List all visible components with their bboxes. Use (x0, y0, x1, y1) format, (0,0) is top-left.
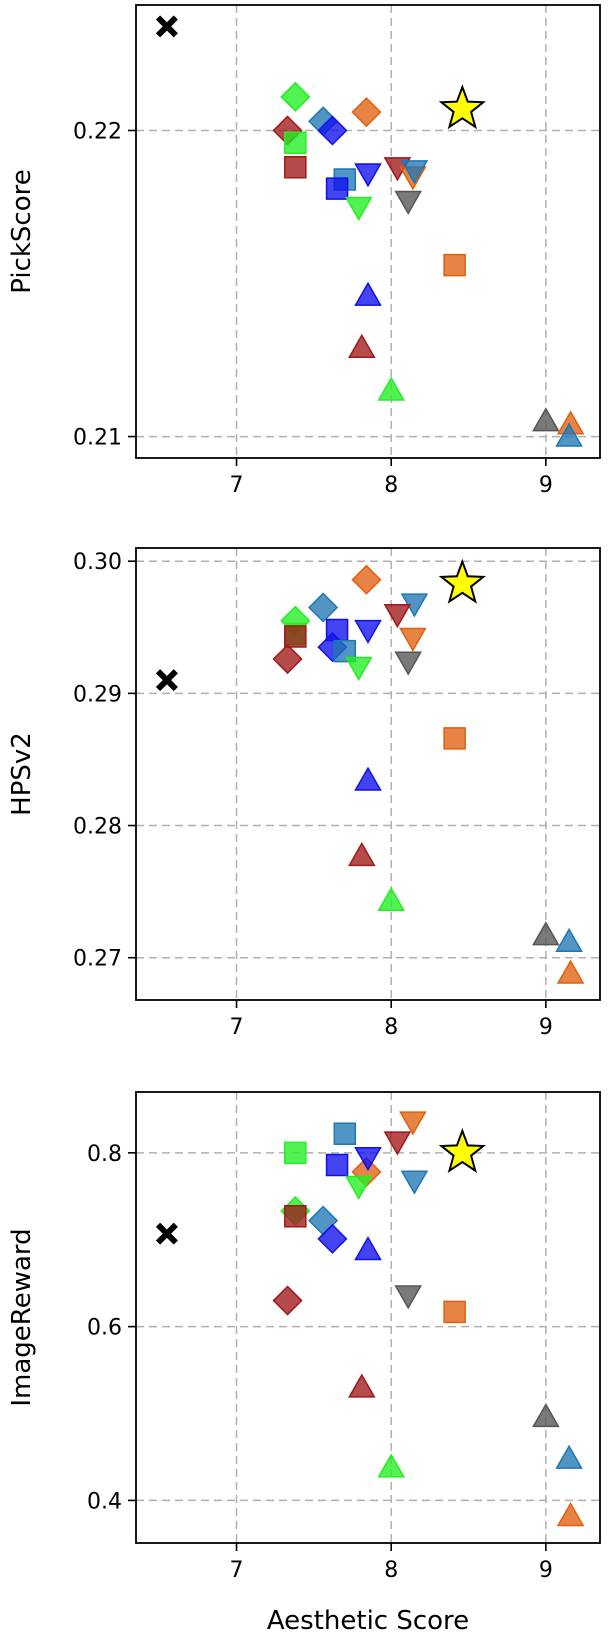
point-square-red (284, 155, 307, 179)
point-star-yellow (438, 558, 486, 604)
point-square-orange (443, 727, 466, 750)
point-diamond-steelblue (308, 592, 339, 623)
y-tick-label: 0.28 (73, 815, 122, 840)
point-triangle-up-blue (354, 281, 382, 306)
point-triangle-up-orange (556, 1502, 585, 1527)
point-triangle-up-red (348, 841, 376, 867)
point-triangle-down-orange (399, 1111, 427, 1136)
point-square-steelblue (333, 1122, 357, 1145)
point-square-blue (325, 1153, 349, 1177)
x-tick-label: 7 (230, 1558, 244, 1583)
x-tick-label: 9 (539, 1558, 553, 1583)
x-tick-label: 7 (230, 473, 244, 498)
point-square-orange (443, 1300, 466, 1324)
point-triangle-down-gray (394, 190, 423, 215)
y-axis-label: HPSv2 (7, 732, 37, 816)
point-triangle-down-orange (399, 627, 427, 652)
panel-2: 7 8 9 0.27 0.28 0.29 0.30 HPSv2 (7, 547, 601, 1040)
x-tick-label: 8 (384, 1558, 398, 1583)
x-tick-label: 7 (230, 1015, 244, 1040)
point-diamond-orange (351, 97, 382, 128)
point-triangle-up-gray (532, 407, 560, 432)
point-triangle-up-blue (354, 1236, 382, 1261)
y-axis-label: ImageReward (7, 1228, 37, 1406)
panel-3: 7 8 9 0.4 0.6 0.8 ImageReward Aesthetic Score (7, 1091, 601, 1636)
point-diamond-orange (351, 564, 382, 595)
point-triangle-up-red (348, 1373, 376, 1398)
point-triangle-up-green (377, 1453, 405, 1478)
point-diamond-blue (317, 1223, 348, 1254)
point-diamond-green (280, 81, 311, 112)
point-triangle-up-gray (532, 1402, 560, 1428)
y-tick-label: 0.4 (87, 1489, 122, 1514)
panel-1: 7 8 9 0.21 0.22 PickScore (7, 4, 601, 498)
point-triangle-up-steelblue (555, 927, 583, 952)
plot-frame (135, 4, 601, 459)
point-triangle-down-blue (354, 163, 382, 188)
point-square-orange (443, 253, 466, 277)
point-square-green (284, 1141, 307, 1165)
point-triangle-down-steelblue (400, 160, 429, 185)
x-tick-label: 9 (539, 473, 553, 498)
point-triangle-down-green (344, 196, 373, 222)
point-x-black (155, 1222, 178, 1245)
point-x-black (155, 15, 178, 38)
point-triangle-down-green (344, 656, 373, 681)
point-triangle-up-orange (556, 959, 585, 984)
point-triangle-up-blue (354, 766, 382, 791)
point-triangle-down-gray (394, 1285, 423, 1310)
plot-frame (135, 547, 601, 1001)
point-triangle-up-green (377, 886, 405, 911)
point-triangle-down-green (344, 1175, 373, 1200)
y-tick-label: 0.29 (73, 682, 122, 707)
point-triangle-down-blue (354, 1147, 382, 1172)
point-triangle-up-red (348, 333, 376, 358)
y-tick-label: 0.22 (73, 119, 122, 144)
point-triangle-down-blue (354, 619, 382, 644)
plot-frame (135, 1091, 601, 1544)
point-star-yellow (438, 84, 486, 130)
point-triangle-down-steelblue (400, 1170, 429, 1195)
y-tick-label: 0.8 (87, 1142, 122, 1167)
point-square-blue (325, 618, 349, 642)
x-tick-label: 8 (384, 1015, 398, 1040)
y-tick-label: 0.21 (73, 426, 122, 451)
point-triangle-up-steelblue (555, 1444, 583, 1469)
point-diamond-red (272, 1285, 303, 1316)
point-square-blue (325, 177, 349, 200)
y-axis-label: PickScore (7, 169, 37, 294)
point-triangle-up-steelblue (555, 422, 583, 447)
point-square-red (284, 1205, 307, 1228)
point-square-red (284, 625, 307, 648)
y-tick-label: 0.27 (73, 947, 122, 972)
point-triangle-down-gray (394, 651, 423, 676)
point-triangle-down-red (383, 1131, 412, 1156)
point-square-green (284, 131, 307, 154)
x-tick-label: 9 (539, 1015, 553, 1040)
point-diamond-red (272, 643, 303, 675)
point-triangle-up-green (377, 376, 405, 401)
point-diamond-blue (317, 115, 348, 146)
point-triangle-up-gray (532, 921, 560, 946)
point-x-black (155, 669, 178, 692)
x-tick-label: 8 (384, 473, 398, 498)
y-tick-label: 0.6 (87, 1316, 122, 1341)
point-star-yellow (438, 1127, 487, 1173)
x-axis-label: Aesthetic Score (267, 1606, 469, 1636)
y-tick-label: 0.30 (73, 550, 122, 575)
point-triangle-down-red (383, 603, 412, 629)
